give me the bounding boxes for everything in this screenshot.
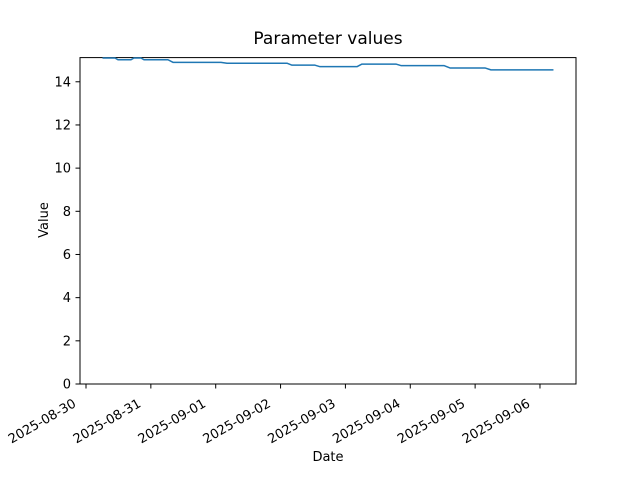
x-tick-label: 2025-09-06 xyxy=(460,396,533,447)
y-axis-label: Value xyxy=(37,202,52,238)
x-axis-label: Date xyxy=(312,450,343,465)
y-tick-label: 2 xyxy=(63,334,71,349)
x-tick-label: 2025-09-05 xyxy=(395,396,468,447)
x-tick-label: 2025-09-03 xyxy=(265,396,338,447)
x-tick-label: 2025-08-31 xyxy=(71,396,144,447)
y-tick-label: 6 xyxy=(63,248,71,263)
x-tick-label: 2025-08-30 xyxy=(6,396,79,447)
y-tick-label: 12 xyxy=(54,118,71,133)
x-tick-label: 2025-09-01 xyxy=(136,396,209,447)
chart-title: Parameter values xyxy=(253,29,402,49)
y-tick-label: 4 xyxy=(63,291,71,306)
y-tick-label: 10 xyxy=(54,162,71,177)
x-tick-label: 2025-09-04 xyxy=(330,396,403,447)
x-tick-label: 2025-09-02 xyxy=(201,396,274,447)
data-line-series xyxy=(102,57,554,71)
y-tick-label: 8 xyxy=(63,205,71,220)
y-tick-label: 14 xyxy=(54,75,71,90)
y-axis-ticks: 0 2 4 6 8 10 12 14 xyxy=(54,75,80,393)
y-tick-label: 0 xyxy=(63,378,71,393)
plot-area xyxy=(79,57,577,385)
x-axis-ticks: 2025-08-302025-08-312025-09-012025-09-02… xyxy=(6,384,541,447)
